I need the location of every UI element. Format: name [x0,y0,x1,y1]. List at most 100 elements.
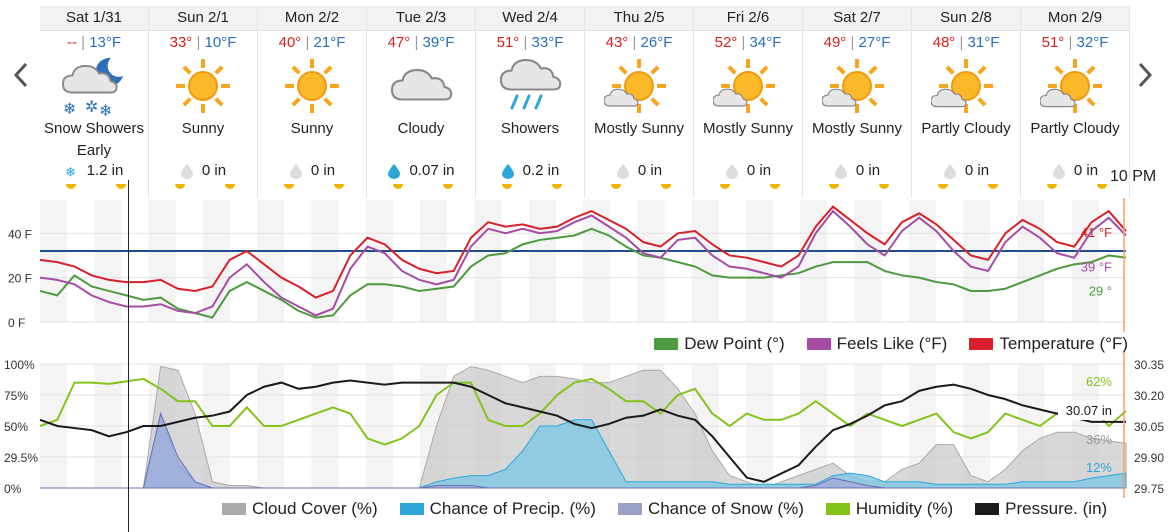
high-temp: 48° [932,34,956,51]
current-value-label: 41 °F [1081,225,1112,240]
current-value-label: 30.07 in [1066,403,1112,418]
y-tick-label-right: 29.75 [1134,482,1164,496]
day-column[interactable]: Fri 2/6 52° | 34°F Mostly Sunny 0 in [694,6,803,198]
high-temp: 51° [1041,34,1065,51]
y-tick-label-left: 50% [4,420,28,434]
dry-drop-icon [616,163,630,179]
current-value-label: 62% [1086,374,1112,389]
legend-label: Chance of Snow (%) [647,499,804,518]
condition-text: Sunny [181,120,225,137]
dry-drop-icon [180,163,194,179]
legend-item[interactable]: Feels Like (°F) [806,334,947,354]
condition-text: Mostly Sunny [811,120,903,137]
day-temps: 51° | 33°F [496,34,564,51]
day-temps: 43° | 26°F [605,34,673,51]
series-line [39,209,1127,317]
mostly-sunny-icon [603,54,674,118]
dry-drop-icon [834,163,848,179]
high-temp: 47° [387,34,411,51]
cloudy-icon [386,54,456,118]
conditions-chart: 100% 30.35 75% 30.20 50% 30.05 29.5% 29.90 0% 29.… [4,352,1164,498]
day-column[interactable]: Thu 2/5 43° | 26°F Mostly Sunny 0 in [585,6,694,198]
legend-item[interactable]: Chance of Precip. (%) [399,499,596,519]
series-line [39,379,1126,483]
legend-swatch [975,503,1000,515]
sun-shape [176,59,230,113]
condition-text: Mostly Sunny [702,120,794,137]
legend-label: Humidity (%) [855,499,954,518]
day-column[interactable]: Sun 2/1 33° | 10°F Sunny 0 in [149,6,258,198]
dry-drop-icon [943,163,957,179]
low-temp: 26°F [640,34,673,51]
low-temp: 34°F [749,34,782,51]
precip-amount: ❄ 1.2 in [64,162,124,179]
day-column[interactable]: Sat 2/7 49° | 27°F Mostly Sunny 0 in [803,6,912,198]
condition-text: Snow Showers Early [43,120,145,159]
day-date: Mon 2/2 [258,6,366,31]
precip-amount: 0 in [585,162,693,179]
legend-item[interactable]: Pressure. (in) [975,499,1107,519]
sun-markers [476,184,584,194]
next-days-button[interactable] [1128,50,1162,100]
low-temp: 13°F [89,34,122,51]
legend-item[interactable]: Dew Point (°) [654,334,785,354]
day-column[interactable]: Wed 2/4 51° | 33°F Showers 0.2 in [476,6,585,198]
high-temp: -- [66,34,77,51]
snow-showers-night-icon: ❄ ✲ ❄ [59,54,129,120]
legend-item[interactable]: Chance of Snow (%) [617,499,804,519]
day-column[interactable]: Tue 2/3 47° | 39°F Cloudy 0.07 in [367,6,476,198]
partly-cloudy-icon [1039,54,1110,118]
legend-swatch [825,503,850,515]
day-temps: -- | 13°F [66,34,122,51]
y-tick-label-right: 30.35 [1134,358,1164,372]
high-temp: 33° [169,34,193,51]
chevron-right-icon [1138,62,1153,88]
legend-item[interactable]: Temperature (°F) [969,334,1128,354]
temperature-chart: 40 F 20 F 0 F 41 °F 39 °F 29 ° [8,198,1127,332]
series-line [39,377,1127,446]
precip-amount: 0 in [912,162,1020,179]
day-column[interactable]: Mon 2/2 40° | 21°F Sunny 0 in [258,6,367,198]
legend-swatch [654,338,679,350]
sun-markers [149,184,257,194]
sun-markers [40,184,148,194]
precip-amount: 0 in [1021,162,1129,179]
series-line [39,205,1127,299]
temperature-legend: Dew Point (°) Feels Like (°F) Temperature … [654,334,1128,354]
y-tick-label-left: 29.5% [4,451,38,465]
svg-text:❄: ❄ [65,165,76,179]
current-value-label: 39 °F [1081,259,1112,274]
svg-text:❄: ❄ [99,101,112,118]
high-temp: 43° [605,34,629,51]
chevron-left-icon [13,62,28,88]
day-temps: 47° | 39°F [387,34,455,51]
day-date: Fri 2/6 [694,6,802,31]
sun-markers [1021,184,1129,194]
mostly-sunny-icon [712,54,783,118]
precip-amount: 0 in [258,162,366,179]
day-date: Sat 1/31 [40,6,148,31]
legend-item[interactable]: Cloud Cover (%) [222,499,378,519]
day-column[interactable]: Sat 1/31 -- | 13°F ❄ ✲ ❄ Snow Showers Early ❄ 1.… [40,6,149,198]
svg-text:✲: ✲ [85,97,98,116]
y-tick-label-right: 30.20 [1134,389,1164,403]
condition-text: Mostly Sunny [593,120,685,137]
precip-amount: 0 in [694,162,802,179]
day-temps: 52° | 34°F [714,34,782,51]
legend-label: Cloud Cover (%) [252,499,378,518]
low-temp: 39°F [422,34,455,51]
day-date: Sun 2/8 [912,6,1020,31]
day-column[interactable]: Mon 2/9 51° | 32°F Partly Cloudy 0 in [1021,6,1130,198]
day-date: Sun 2/1 [149,6,257,31]
day-date: Sat 2/7 [803,6,911,31]
day-temps: 33° | 10°F [169,34,237,51]
condition-text: Cloudy [397,120,445,137]
sun-markers [912,184,1020,194]
previous-days-button[interactable] [4,50,38,100]
day-column[interactable]: Sun 2/8 48° | 31°F Partly Cloudy 0 in [912,6,1021,198]
legend-item[interactable]: Humidity (%) [825,499,954,519]
sun-markers [694,184,802,194]
low-temp: 31°F [967,34,1000,51]
legend-label: Temperature (°F) [999,334,1128,353]
sunny-icon [277,54,347,118]
